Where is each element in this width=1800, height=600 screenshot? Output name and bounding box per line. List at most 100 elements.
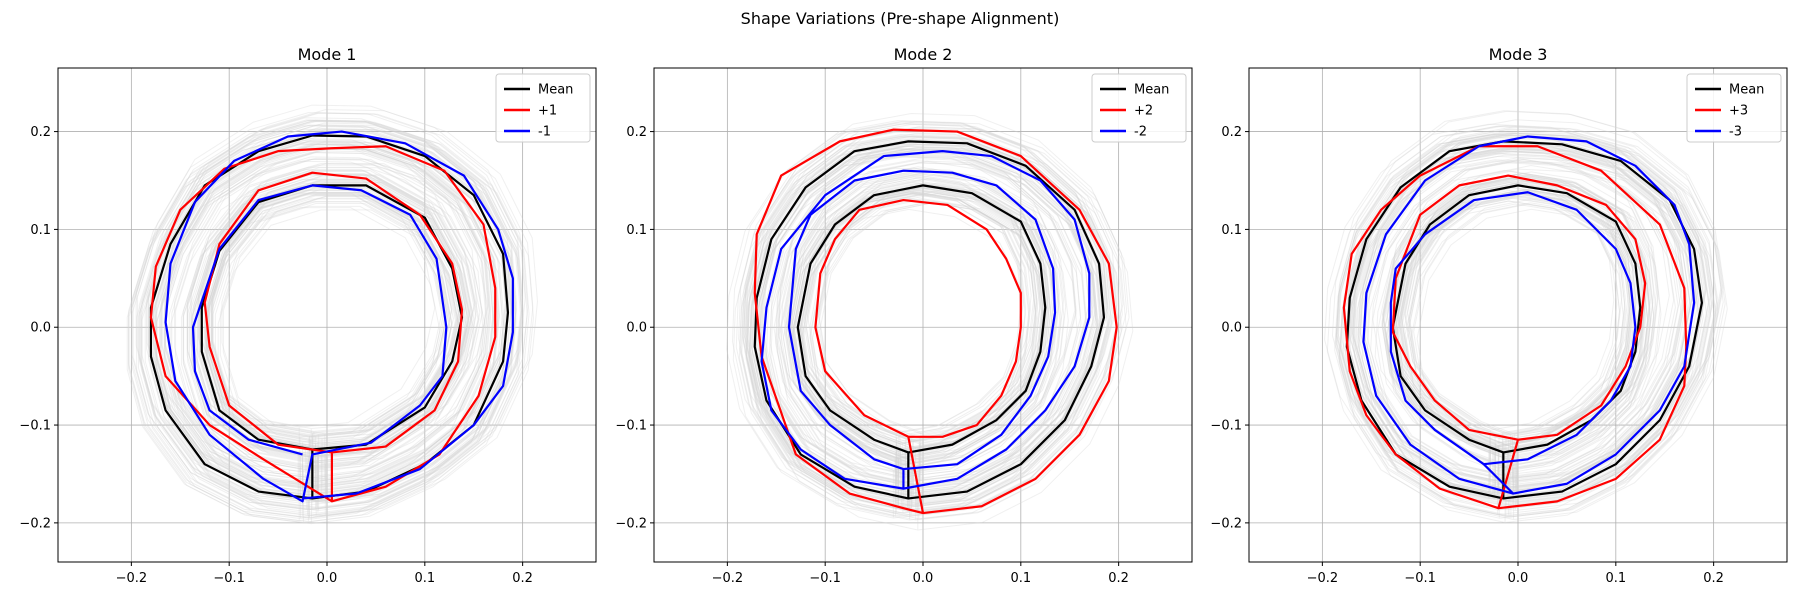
m1-y-tick-label: 0.2 [30,125,51,140]
m1-sample-shape [135,104,526,502]
m3-sample-shape [1335,125,1699,491]
m3-sample-shape [1348,149,1670,473]
m3-sample-shape [1364,137,1712,486]
m3-sample-shape [1345,150,1675,482]
m1-sample-shape [131,120,521,517]
m3-x-tick-label: −0.1 [1404,571,1436,586]
m3-y-tick-label: −0.1 [1210,419,1242,434]
m2-sample-shape [751,167,1078,502]
m3-sample-shape [1340,134,1709,506]
m1-y-tick-label: 0.0 [30,321,51,336]
m2-x-tick-label: 0.0 [913,571,934,586]
m1-sample-shape [154,143,513,508]
m2-sample-shape [732,145,1098,519]
m3-sample-shape [1335,133,1694,494]
m1-legend-box [495,73,591,143]
m2-legend-label: -2 [1134,125,1147,140]
m1-x-tick-label: 0.0 [317,571,338,586]
m3-series-mean-line [1345,140,1703,500]
m3-sample-shape [1352,128,1707,486]
m3-sample-shape [1338,143,1717,524]
m2-y-tick-label: −0.2 [615,516,647,531]
m1-series-minus-line [164,130,514,503]
subplot-mode-1: −0.2 −0.1 0.0 0.1 0.2 −0.2 −0.1 0.0 0.1 0.2 Mode 1… [19,45,597,586]
m1-sample-shape [128,128,516,524]
m2-legend-label: +2 [1134,104,1153,119]
m1-sample-shape [136,130,524,525]
m3-y-tick-label: 0.0 [1221,321,1242,336]
m3-series-minus-line [1362,135,1696,495]
m2-sample-shape [755,148,1076,477]
m3-sample-shape [1331,110,1722,503]
m3-sample-shape [1366,148,1693,477]
m3-sample-shape [1361,161,1704,506]
m3-y-tick-label: 0.1 [1221,223,1242,238]
figure-title: Shape Variations (Pre-shape Alignment) [740,9,1060,28]
m2-sample-shape [761,151,1077,474]
m1-sample-shape [126,133,509,522]
m3-legend-label: Mean [1729,83,1764,98]
m2-sample-shape [778,141,1108,479]
subplot-mode-2: −0.2 −0.1 0.0 0.1 0.2 −0.2 −0.1 0.0 0.1 0.2 Mode 2… [615,45,1193,586]
m2-sample-shape [754,127,1116,497]
subplot-mode-3: −0.2 −0.1 0.0 0.1 0.2 −0.2 −0.1 0.0 0.1 0.2 Mode 3… [1210,45,1788,586]
m1-sample-shape [163,150,505,497]
m2-x-tick-label: 0.1 [1010,571,1031,586]
m1-sample-shape [131,124,523,523]
m2-sample-shape [758,146,1117,513]
m1-sample-shape [154,130,517,499]
m2-sample-shape [749,121,1128,507]
m1-x-tick-label: 0.1 [414,571,435,586]
m1-sample-shape [153,129,534,517]
m3-sample-shape [1351,142,1687,479]
m3-sample-shape [1347,148,1691,495]
m2-y-tick-label: 0.1 [626,223,647,238]
m3-sample-shape [1359,132,1706,481]
m3-sample-shape [1352,160,1676,486]
m1-x-tick-label: −0.1 [213,571,245,586]
m2-x-tick-label: −0.2 [712,571,744,586]
m1-sample-shape [140,140,499,504]
m1-sample-shape [168,157,494,489]
m3-sample-shape [1358,147,1717,508]
m3-sample-shape [1350,139,1697,489]
m2-y-tick-label: 0.2 [626,125,647,140]
m2-sample-shape [740,135,1110,514]
m1-sample-shape [132,119,517,511]
m3-sample-shape [1352,132,1701,484]
m1-series-mean-line [149,134,510,500]
m1-y-tick-label: −0.1 [19,419,51,434]
m2-y-tick-label: −0.1 [615,419,647,434]
m2-sample-shape [778,143,1103,476]
m1-sample-shape [137,133,517,519]
m2-sample-shape [776,162,1099,492]
m1-y-tick-label: 0.1 [30,223,51,238]
m3-series-plus-line [1342,145,1688,510]
m3-sample-shape [1344,134,1728,521]
m1-sample-shape [163,148,500,491]
m3-legend: Mean +3 -3 [1686,73,1782,143]
m3-sample-shape [1345,130,1714,502]
m2-sample-shape [744,113,1124,501]
m3-sample-shape [1352,119,1723,492]
m1-sample-shape [170,162,504,502]
m3-sample-shape [1337,133,1696,494]
m3-sample-shape [1335,135,1693,495]
m2-title: Mode 2 [894,45,953,64]
m2-sample-shape [759,153,1077,479]
m1-x-tick-label: −0.2 [116,571,148,586]
m2-x-tick-label: 0.2 [1108,571,1129,586]
m2-sample-shape [759,133,1114,495]
m3-x-tick-label: 0.2 [1703,571,1724,586]
m2-sample-shape [762,135,1106,487]
m2-sample-shape [748,137,1134,531]
m2-x-tick-label: −0.1 [809,571,841,586]
m3-sample-shape [1353,125,1723,497]
m1-sample-shape [141,140,514,519]
m1-sample-shape [141,112,534,512]
m3-sample-shape [1355,150,1701,498]
m3-legend-label: -3 [1729,125,1742,140]
m3-sample-shape [1357,145,1713,503]
m1-sample-shape [146,138,487,485]
